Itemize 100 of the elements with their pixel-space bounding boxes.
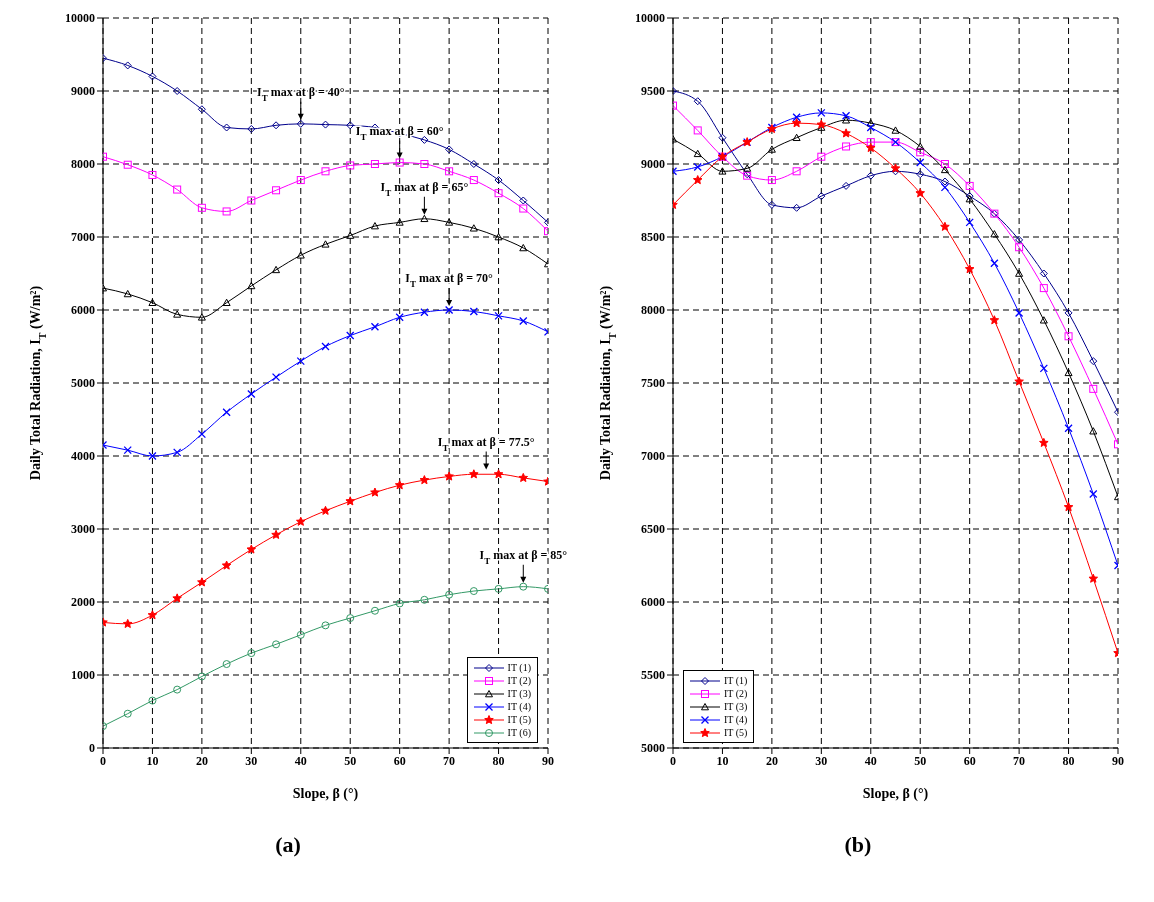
point: [1039, 284, 1048, 293]
legend-label: IT (4): [507, 701, 531, 712]
point: [842, 116, 851, 124]
point: [519, 316, 528, 326]
point: [346, 161, 355, 170]
point: [916, 148, 925, 157]
point: [841, 128, 851, 138]
point: [173, 448, 182, 457]
x-tick-label: 50: [344, 753, 357, 768]
point: [123, 61, 132, 70]
x-tick-label: 10: [716, 753, 729, 768]
point: [247, 281, 256, 290]
point: [519, 243, 528, 252]
point: [792, 167, 801, 176]
point: [964, 264, 975, 274]
point: [866, 142, 876, 153]
point: [767, 200, 776, 209]
point: [1039, 269, 1048, 278]
text: (a): [274, 832, 302, 858]
point: [222, 123, 231, 132]
point: [222, 660, 231, 669]
point: [792, 113, 801, 122]
x-tick-label: 60: [963, 753, 976, 768]
point: [1039, 364, 1048, 373]
point: [493, 469, 504, 479]
x-tick-label: 0: [100, 753, 106, 768]
x-axis-title: Slope, β (°): [292, 786, 359, 802]
point: [1039, 437, 1049, 447]
y-tick-label: 7000: [641, 449, 665, 464]
point: [395, 313, 404, 322]
y-tick-label: 2000: [71, 595, 95, 610]
point: [247, 389, 256, 399]
x-tick-label: 30: [815, 753, 828, 768]
point: [965, 218, 974, 227]
point: [370, 160, 379, 168]
point: [247, 196, 256, 205]
point: [445, 145, 454, 154]
x-tick-label: 70: [443, 753, 456, 768]
point: [419, 475, 430, 485]
point: [469, 469, 479, 479]
point: [1089, 384, 1098, 393]
point: [148, 298, 157, 306]
point: [320, 505, 331, 515]
point: [940, 177, 949, 186]
point: [743, 164, 752, 172]
point: [866, 138, 875, 147]
point: [1064, 368, 1073, 377]
legend-label: IT (5): [724, 727, 748, 738]
point: [346, 231, 355, 239]
point: [394, 480, 405, 490]
point: [197, 577, 207, 587]
point: [519, 204, 528, 213]
point: [1014, 376, 1024, 386]
point: [272, 640, 281, 649]
point: [222, 408, 231, 417]
point: [173, 685, 182, 694]
point: [247, 124, 256, 133]
point: [866, 119, 875, 127]
point: [370, 322, 380, 331]
point: [791, 118, 802, 128]
point: [370, 222, 379, 230]
point: [1063, 502, 1074, 512]
point: [296, 516, 306, 526]
point: [718, 167, 727, 175]
point: [296, 251, 305, 259]
point: [940, 165, 949, 174]
point: [370, 606, 379, 615]
point: [1089, 357, 1098, 366]
point: [940, 221, 950, 231]
y-tick-label: 5000: [641, 741, 665, 756]
point: [420, 308, 429, 317]
y-tick-label: 7500: [641, 376, 665, 391]
point: [1089, 427, 1098, 435]
point: [693, 97, 702, 106]
point: [173, 185, 182, 194]
point: [693, 162, 702, 172]
point: [940, 160, 949, 168]
y-tick-label: 3000: [71, 522, 95, 537]
point: [494, 233, 503, 241]
y-tick-label: 8500: [641, 230, 665, 245]
point: [916, 158, 925, 167]
point: [767, 176, 776, 185]
point: [272, 121, 281, 130]
point: [817, 108, 826, 118]
point: [420, 214, 429, 223]
y-tick-label: 7000: [71, 230, 95, 245]
point: [321, 120, 330, 129]
point: [915, 188, 925, 198]
legend-label: IT (2): [724, 688, 748, 699]
point: [247, 649, 256, 658]
point: [792, 133, 801, 142]
point: [494, 311, 503, 320]
point: [469, 307, 478, 316]
legend-label: IT (3): [724, 701, 748, 712]
y-tick-label: 6000: [641, 595, 665, 610]
x-tick-label: 0: [670, 753, 676, 768]
point: [296, 630, 305, 639]
point: [469, 224, 478, 232]
point: [321, 342, 330, 351]
point: [469, 587, 478, 596]
